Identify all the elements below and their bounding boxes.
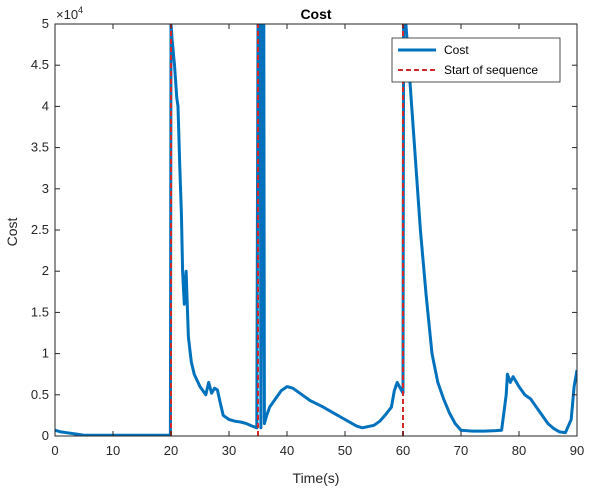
series-line-cost bbox=[55, 24, 577, 436]
chart-title: Cost bbox=[300, 6, 331, 22]
y-exponent-base: ×10 bbox=[56, 7, 78, 22]
y-tick-label: 5 bbox=[42, 16, 49, 31]
y-tick-label: 3.5 bbox=[31, 140, 49, 155]
y-tick-label: 2.5 bbox=[31, 222, 49, 237]
x-tick-label: 70 bbox=[454, 443, 468, 458]
x-tick-label: 50 bbox=[338, 443, 352, 458]
x-tick-label: 40 bbox=[280, 443, 294, 458]
y-tick-label: 3 bbox=[42, 181, 49, 196]
x-tick-label: 90 bbox=[570, 443, 584, 458]
y-axis-ticks: 0 0.5 1 1.5 2 2.5 3 3.5 4 4.5 5 bbox=[31, 16, 577, 443]
x-tick-label: 0 bbox=[51, 443, 58, 458]
series-layer bbox=[55, 24, 577, 436]
x-tick-label: 10 bbox=[106, 443, 120, 458]
y-tick-label: 1.5 bbox=[31, 304, 49, 319]
y-tick-label: 4.5 bbox=[31, 57, 49, 72]
plot-background bbox=[55, 24, 577, 436]
y-tick-label: 0.5 bbox=[31, 387, 49, 402]
legend: Cost Start of sequence bbox=[391, 37, 561, 83]
y-axis-exponent: ×10 4 bbox=[56, 5, 83, 22]
legend-label-start-of-sequence: Start of sequence bbox=[444, 63, 538, 77]
x-tick-label: 30 bbox=[222, 443, 236, 458]
y-tick-label: 2 bbox=[42, 263, 49, 278]
y-tick-label: 0 bbox=[42, 428, 49, 443]
legend-label-cost: Cost bbox=[444, 43, 469, 57]
x-tick-label: 80 bbox=[512, 443, 526, 458]
x-axis-label: Time(s) bbox=[293, 470, 340, 486]
y-exponent-power: 4 bbox=[78, 5, 83, 15]
x-axis-ticks: 0 10 20 30 40 50 60 70 80 90 bbox=[51, 24, 584, 458]
x-tick-label: 20 bbox=[164, 443, 178, 458]
x-tick-label: 60 bbox=[396, 443, 410, 458]
y-axis-label: Cost bbox=[4, 218, 20, 247]
y-tick-label: 1 bbox=[42, 346, 49, 361]
legend-box bbox=[391, 37, 561, 83]
y-tick-label: 4 bbox=[42, 98, 49, 113]
